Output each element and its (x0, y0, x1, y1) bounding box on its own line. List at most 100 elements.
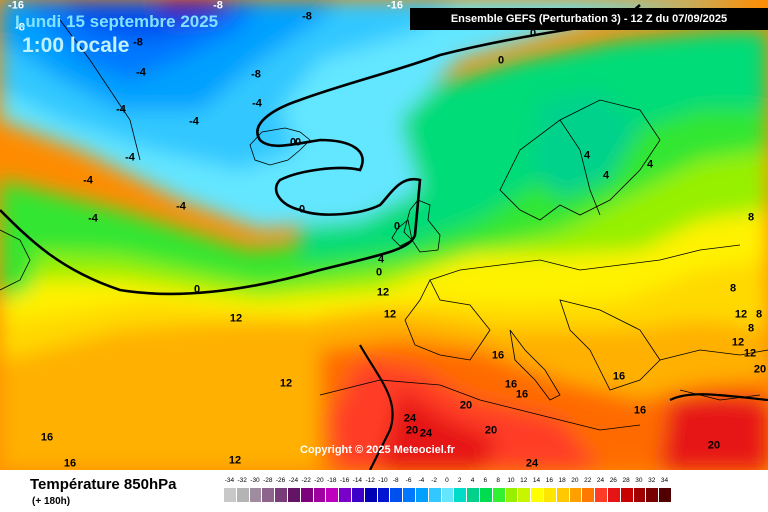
isotherm-label: 24 (403, 412, 417, 425)
color-scale-swatch (376, 488, 390, 502)
color-scale-tick: -24 (288, 477, 299, 484)
color-scale-swatch (325, 488, 339, 502)
forecast-lead: (+ 180h) (32, 496, 71, 507)
color-scale-swatch (261, 488, 275, 502)
isotherm-label: 0 (529, 27, 537, 40)
color-scale-tick: 16 (545, 477, 553, 484)
color-scale-tick: 2 (457, 477, 462, 484)
isotherm-label: 0 (193, 283, 201, 296)
color-scale-step: 12 (517, 476, 531, 504)
isotherm-label: 0 (497, 54, 505, 67)
color-scale-swatch (466, 488, 479, 502)
isotherm-label: -8 (133, 36, 143, 49)
color-scale-step: 4 (466, 476, 479, 504)
legend-bar: Température 850hPa (+ 180h) -34 -32 -30 -28… (0, 470, 768, 512)
isotherm-label: 20 (405, 424, 419, 437)
color-scale-swatch (491, 488, 505, 502)
isotherm-label: 20 (484, 424, 498, 437)
color-scale-tick: -2 (431, 477, 438, 484)
color-scale-tick: -30 (250, 477, 260, 484)
color-scale-tick: 30 (635, 477, 643, 484)
color-scale-step: -14 (350, 476, 364, 504)
isotherm-label: 16 (612, 370, 626, 383)
color-scale-swatch (619, 488, 633, 502)
copyright-text: Copyright © 2025 Meteociel.fr (300, 444, 455, 456)
color-scale-tick: -26 (275, 477, 286, 484)
color-scale-step: 20 (568, 476, 582, 504)
temperature-map: -16 -8 -4 -8 -8 -8 -4 -4 -4 -4 -4 -4 -4 0 0 0 0 0 0 0 0 4 4 4 8 8… (0, 0, 768, 470)
color-scale-swatch (402, 488, 415, 502)
color-scale-step: 10 (504, 476, 518, 504)
isotherm-label: 12 (731, 336, 745, 349)
isotherm-label: 20 (707, 439, 721, 452)
color-scale-step: 32 (645, 476, 659, 504)
color-scale-tick: -16 (339, 477, 350, 484)
color-scale-tick: -14 (352, 477, 363, 484)
color-scale-swatch (568, 488, 582, 502)
color-scale-swatch (274, 488, 287, 502)
color-scale-swatch (363, 488, 377, 502)
isotherm-label: 16 (633, 404, 647, 417)
color-scale-swatch (235, 488, 249, 502)
color-scale-step: -8 (389, 476, 403, 504)
isotherm-label: -16 (8, 0, 24, 12)
isotherm-label: 16 (491, 349, 505, 362)
isotherm-label: 0 (289, 136, 297, 149)
color-scale-tick: 4 (470, 477, 475, 484)
color-scale-tick: 10 (507, 477, 515, 484)
color-scale-step: 18 (555, 476, 569, 504)
isotherm-label: 8 (729, 282, 737, 295)
color-scale-swatch (581, 488, 595, 502)
color-scale-swatch (530, 488, 543, 502)
color-scale-tick: -34 (224, 477, 235, 484)
color-scale-step: -20 (312, 476, 326, 504)
isotherm-label: -8 (213, 0, 223, 12)
isotherm-label: -8 (15, 21, 25, 34)
isotherm-label: 4 (377, 253, 385, 266)
isotherm-label: 20 (753, 363, 767, 376)
color-scale-tick: 12 (520, 477, 528, 484)
forecast-date: Lundi 15 septembre 2025 (15, 12, 219, 31)
isotherm-label: 4 (602, 169, 610, 182)
color-scale-tick: -20 (314, 477, 324, 484)
color-scale-tick: 34 (660, 477, 669, 484)
color-scale-tick: 28 (622, 477, 630, 484)
color-scale-tick: -32 (237, 477, 247, 484)
isotherm-twenty-east (669, 393, 768, 402)
color-scale-step: -4 (414, 476, 428, 504)
color-scale-tick: -22 (301, 477, 311, 484)
color-scale-tick: 14 (532, 477, 541, 484)
color-scale-swatch (478, 488, 492, 502)
color-scale-step: -24 (286, 476, 300, 504)
color-scale-step: -12 (363, 476, 377, 504)
isotherm-label: -4 (252, 97, 262, 110)
isotherm-label: 16 (63, 457, 77, 470)
color-scale-swatch (594, 488, 607, 502)
color-scale-swatch (542, 488, 556, 502)
isotherm-label: 24 (419, 427, 433, 440)
isotherm-label: 8 (747, 322, 755, 335)
color-scale-swatch (517, 488, 531, 502)
color-scale-tick: -4 (418, 477, 425, 484)
color-scale-step: 28 (619, 476, 633, 504)
isotherm-label: 16 (515, 388, 529, 401)
isotherm-label: -4 (189, 115, 199, 128)
color-scale-swatch (312, 488, 326, 502)
color-scale-tick: -18 (327, 477, 337, 484)
isotherm-label: -4 (125, 151, 135, 164)
color-scale-step: -10 (376, 476, 390, 504)
color-scale-step: 2 (453, 476, 467, 504)
isotherm-label: 0 (393, 220, 401, 233)
isotherm-label: 0 (294, 136, 302, 149)
color-scale-step: 6 (478, 476, 492, 504)
color-scale-step: 14 (530, 476, 543, 504)
isotherm-label: 24 (525, 457, 539, 470)
color-scale-step: -2 (427, 476, 441, 504)
isotherm-label: 12 (383, 308, 397, 321)
temperature-field (0, 0, 768, 470)
color-scale-tick: 6 (483, 477, 488, 484)
forecast-time: 1:00 locale (22, 34, 130, 57)
isotherm-label: 8 (747, 211, 755, 224)
color-scale-tick: -6 (405, 477, 412, 484)
color-scale-tick: -10 (378, 477, 388, 484)
